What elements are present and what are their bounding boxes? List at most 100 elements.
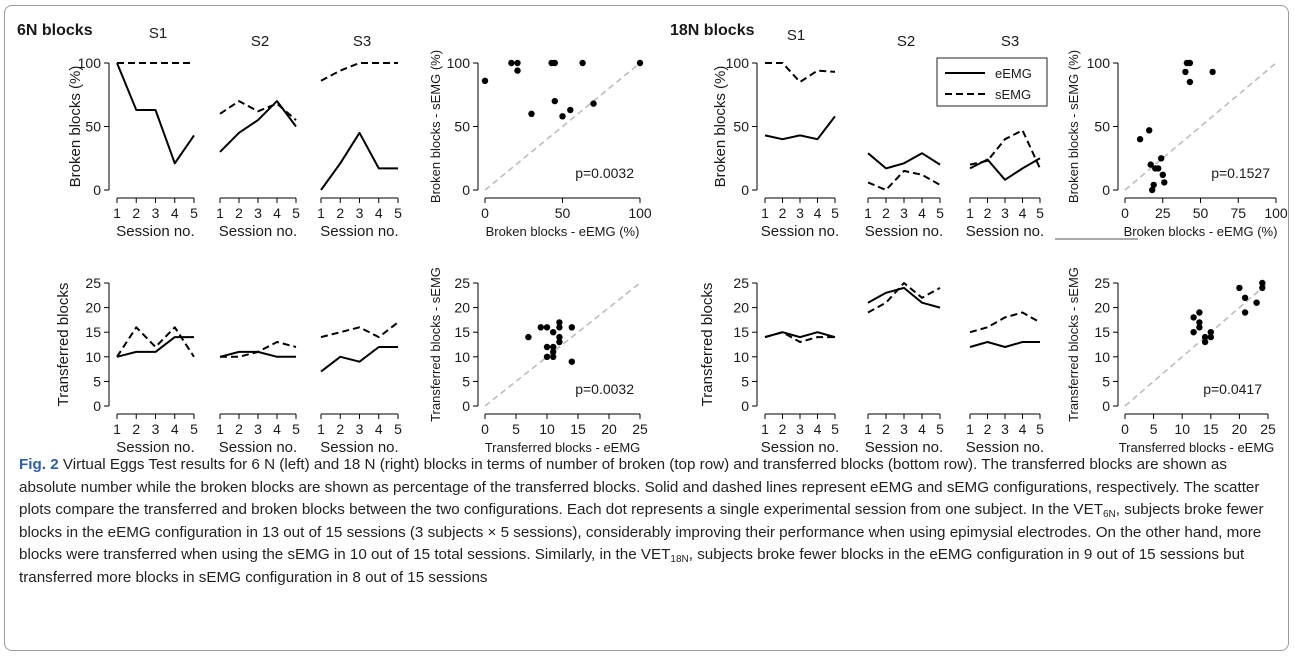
x-tick-label-18n-broken: 2 (882, 205, 890, 221)
series-line-18n-broken-s3-semg (969, 129, 1041, 169)
series-line-18n-broken-s3-eemg (969, 157, 1041, 181)
scatter-x-tick-label-18n-transferred: 25 (1260, 421, 1276, 437)
scatter-x-tick-label-18n-transferred: 5 (1150, 421, 1158, 437)
x-tick-label-6n-transferred: 1 (113, 421, 121, 437)
identity-line-6n-transferred (484, 282, 641, 407)
x-tick-label-6n-broken: 4 (171, 205, 179, 221)
legend-box (936, 57, 1048, 107)
x-axis-label-18n-transferred: Session no. (865, 439, 943, 456)
scatter-point-6n-broken (481, 77, 489, 85)
subject-label-6n-s3: S3 (353, 33, 371, 50)
x-tick-label-6n-transferred: 4 (375, 421, 383, 437)
x-tick-label-18n-transferred: 1 (761, 421, 769, 437)
x-tick-label-18n-transferred: 2 (882, 421, 890, 437)
scatter-y-tick-label-18n-broken: 50 (1094, 119, 1110, 135)
scatter-point-18n-transferred (1196, 319, 1203, 326)
x-tick-label-18n-transferred: 5 (936, 421, 944, 437)
scatter-y-tick-label-6n-transferred: 20 (454, 300, 470, 316)
identity-line-18n-broken (1124, 62, 1277, 191)
p-value-6n-transferred: p=0.0032 (575, 381, 634, 397)
caption-sub-2: 18N (670, 554, 689, 565)
scatter-x-tick-label-6n-transferred: 5 (512, 421, 520, 437)
subject-label-18n-s1: S1 (787, 27, 805, 44)
p-value-18n-transferred: p=0.0417 (1203, 381, 1262, 397)
x-tick-label-18n-broken: 5 (831, 205, 839, 221)
x-tick-label-18n-broken: 4 (814, 205, 822, 221)
scatter-point-18n-transferred (1201, 338, 1209, 346)
x-tick-label-6n-transferred: 2 (336, 421, 344, 437)
scatter-y-tick-label-18n-transferred: 10 (1094, 349, 1110, 365)
x-axis-label-6n-transferred: Session no. (116, 439, 194, 456)
scatter-x-tick-label-6n-broken: 50 (555, 205, 571, 221)
scatter-point-6n-broken (514, 59, 521, 67)
scatter-point-18n-transferred (1190, 314, 1197, 321)
series-line-6n-transferred-s3-eemg (320, 346, 398, 373)
series-line-6n-transferred-s3-semg (320, 321, 399, 339)
identity-line-6n-broken (484, 62, 641, 191)
y-tick-label-18n-broken: 50 (733, 119, 749, 135)
x-axis-label-18n-transferred: Session no. (966, 439, 1044, 456)
y-axis-label-6n-transferred: Transferred blocks (55, 283, 72, 407)
x-axis-label-18n-transferred: Session no. (761, 439, 839, 456)
x-axis-label-18n-broken: Session no. (966, 223, 1044, 240)
series-line-18n-transferred-s1-semg (764, 331, 835, 343)
figure-caption: Fig. 2 Virtual Eggs Test results for 6 N… (19, 454, 1275, 589)
x-tick-label-18n-broken: 5 (1036, 205, 1044, 221)
series-line-18n-broken-s1-eemg (764, 115, 836, 141)
x-tick-label-6n-broken: 3 (356, 205, 364, 221)
scatter-point-18n-broken (1186, 59, 1194, 67)
scatter-point-18n-transferred (1241, 294, 1249, 301)
x-tick-label-18n-transferred: 2 (984, 421, 992, 437)
scatter-point-6n-broken (551, 97, 558, 105)
scatter-point-6n-transferred (556, 324, 563, 331)
scatter-point-18n-transferred (1259, 284, 1266, 292)
x-tick-label-6n-broken: 4 (273, 205, 281, 221)
scatter-point-6n-transferred (537, 324, 544, 331)
caption-label: Fig. 2 (19, 456, 59, 473)
y-tick-label-6n-transferred: 15 (85, 324, 101, 340)
x-tick-label-18n-transferred: 5 (1036, 421, 1044, 437)
scatter-point-6n-transferred (556, 319, 563, 326)
scatter-point-18n-broken (1182, 68, 1189, 76)
caption-text-3: , subjects broke fewer blocks in the eEM… (19, 546, 1245, 586)
scatter-x-tick-label-6n-transferred: 15 (570, 421, 586, 437)
scatter-y-axis-label-18n-broken: Broken blocks - sEMG (%) (1066, 50, 1081, 203)
x-axis-label-6n-broken: Session no. (320, 223, 398, 240)
scatter-point-6n-broken (590, 100, 597, 107)
subject-label-18n-s2: S2 (897, 33, 915, 50)
y-tick-label-6n-transferred: 5 (93, 373, 101, 389)
y-tick-label-18n-transferred: 20 (733, 300, 749, 316)
y-tick-label-18n-broken: 0 (741, 182, 749, 198)
scatter-x-tick-label-6n-transferred: 25 (632, 421, 648, 437)
scatter-y-tick-label-6n-transferred: 25 (454, 275, 470, 291)
scatter-y-tick-label-18n-transferred: 0 (1102, 398, 1110, 414)
x-tick-label-6n-broken: 3 (152, 205, 160, 221)
scatter-y-tick-label-18n-transferred: 20 (1094, 300, 1110, 316)
scatter-point-6n-transferred (543, 343, 551, 351)
scatter-y-tick-label-6n-broken: 100 (447, 55, 471, 71)
x-tick-label-18n-broken: 5 (936, 205, 944, 221)
x-tick-label-6n-transferred: 1 (216, 421, 224, 437)
y-axis-label-18n-transferred: Transferred blocks (699, 283, 716, 407)
scatter-x-tick-label-18n-transferred: 15 (1203, 421, 1219, 437)
scatter-point-18n-transferred (1241, 309, 1249, 316)
scatter-point-6n-transferred (543, 324, 551, 331)
scatter-x-tick-label-18n-transferred: 0 (1121, 421, 1129, 437)
x-tick-label-18n-transferred: 1 (864, 421, 872, 437)
x-tick-label-6n-transferred: 2 (132, 421, 140, 437)
scatter-y-tick-label-6n-transferred: 5 (462, 373, 470, 389)
x-tick-label-6n-broken: 2 (235, 205, 243, 221)
x-tick-label-18n-transferred: 3 (900, 421, 908, 437)
scatter-point-6n-transferred (543, 353, 551, 360)
x-tick-label-6n-broken: 5 (190, 205, 198, 221)
scatter-point-18n-transferred (1201, 333, 1209, 341)
y-tick-label-6n-transferred: 25 (85, 275, 101, 291)
x-axis-label-6n-broken: Session no. (116, 223, 194, 240)
x-axis-label-6n-broken: Session no. (219, 223, 297, 240)
y-tick-label-18n-transferred: 15 (733, 324, 749, 340)
scatter-point-6n-transferred (568, 358, 575, 365)
scatter-y-tick-label-18n-broken: 100 (1087, 55, 1111, 71)
scatter-point-6n-broken (528, 110, 535, 118)
y-tick-label-18n-transferred: 10 (733, 349, 749, 365)
